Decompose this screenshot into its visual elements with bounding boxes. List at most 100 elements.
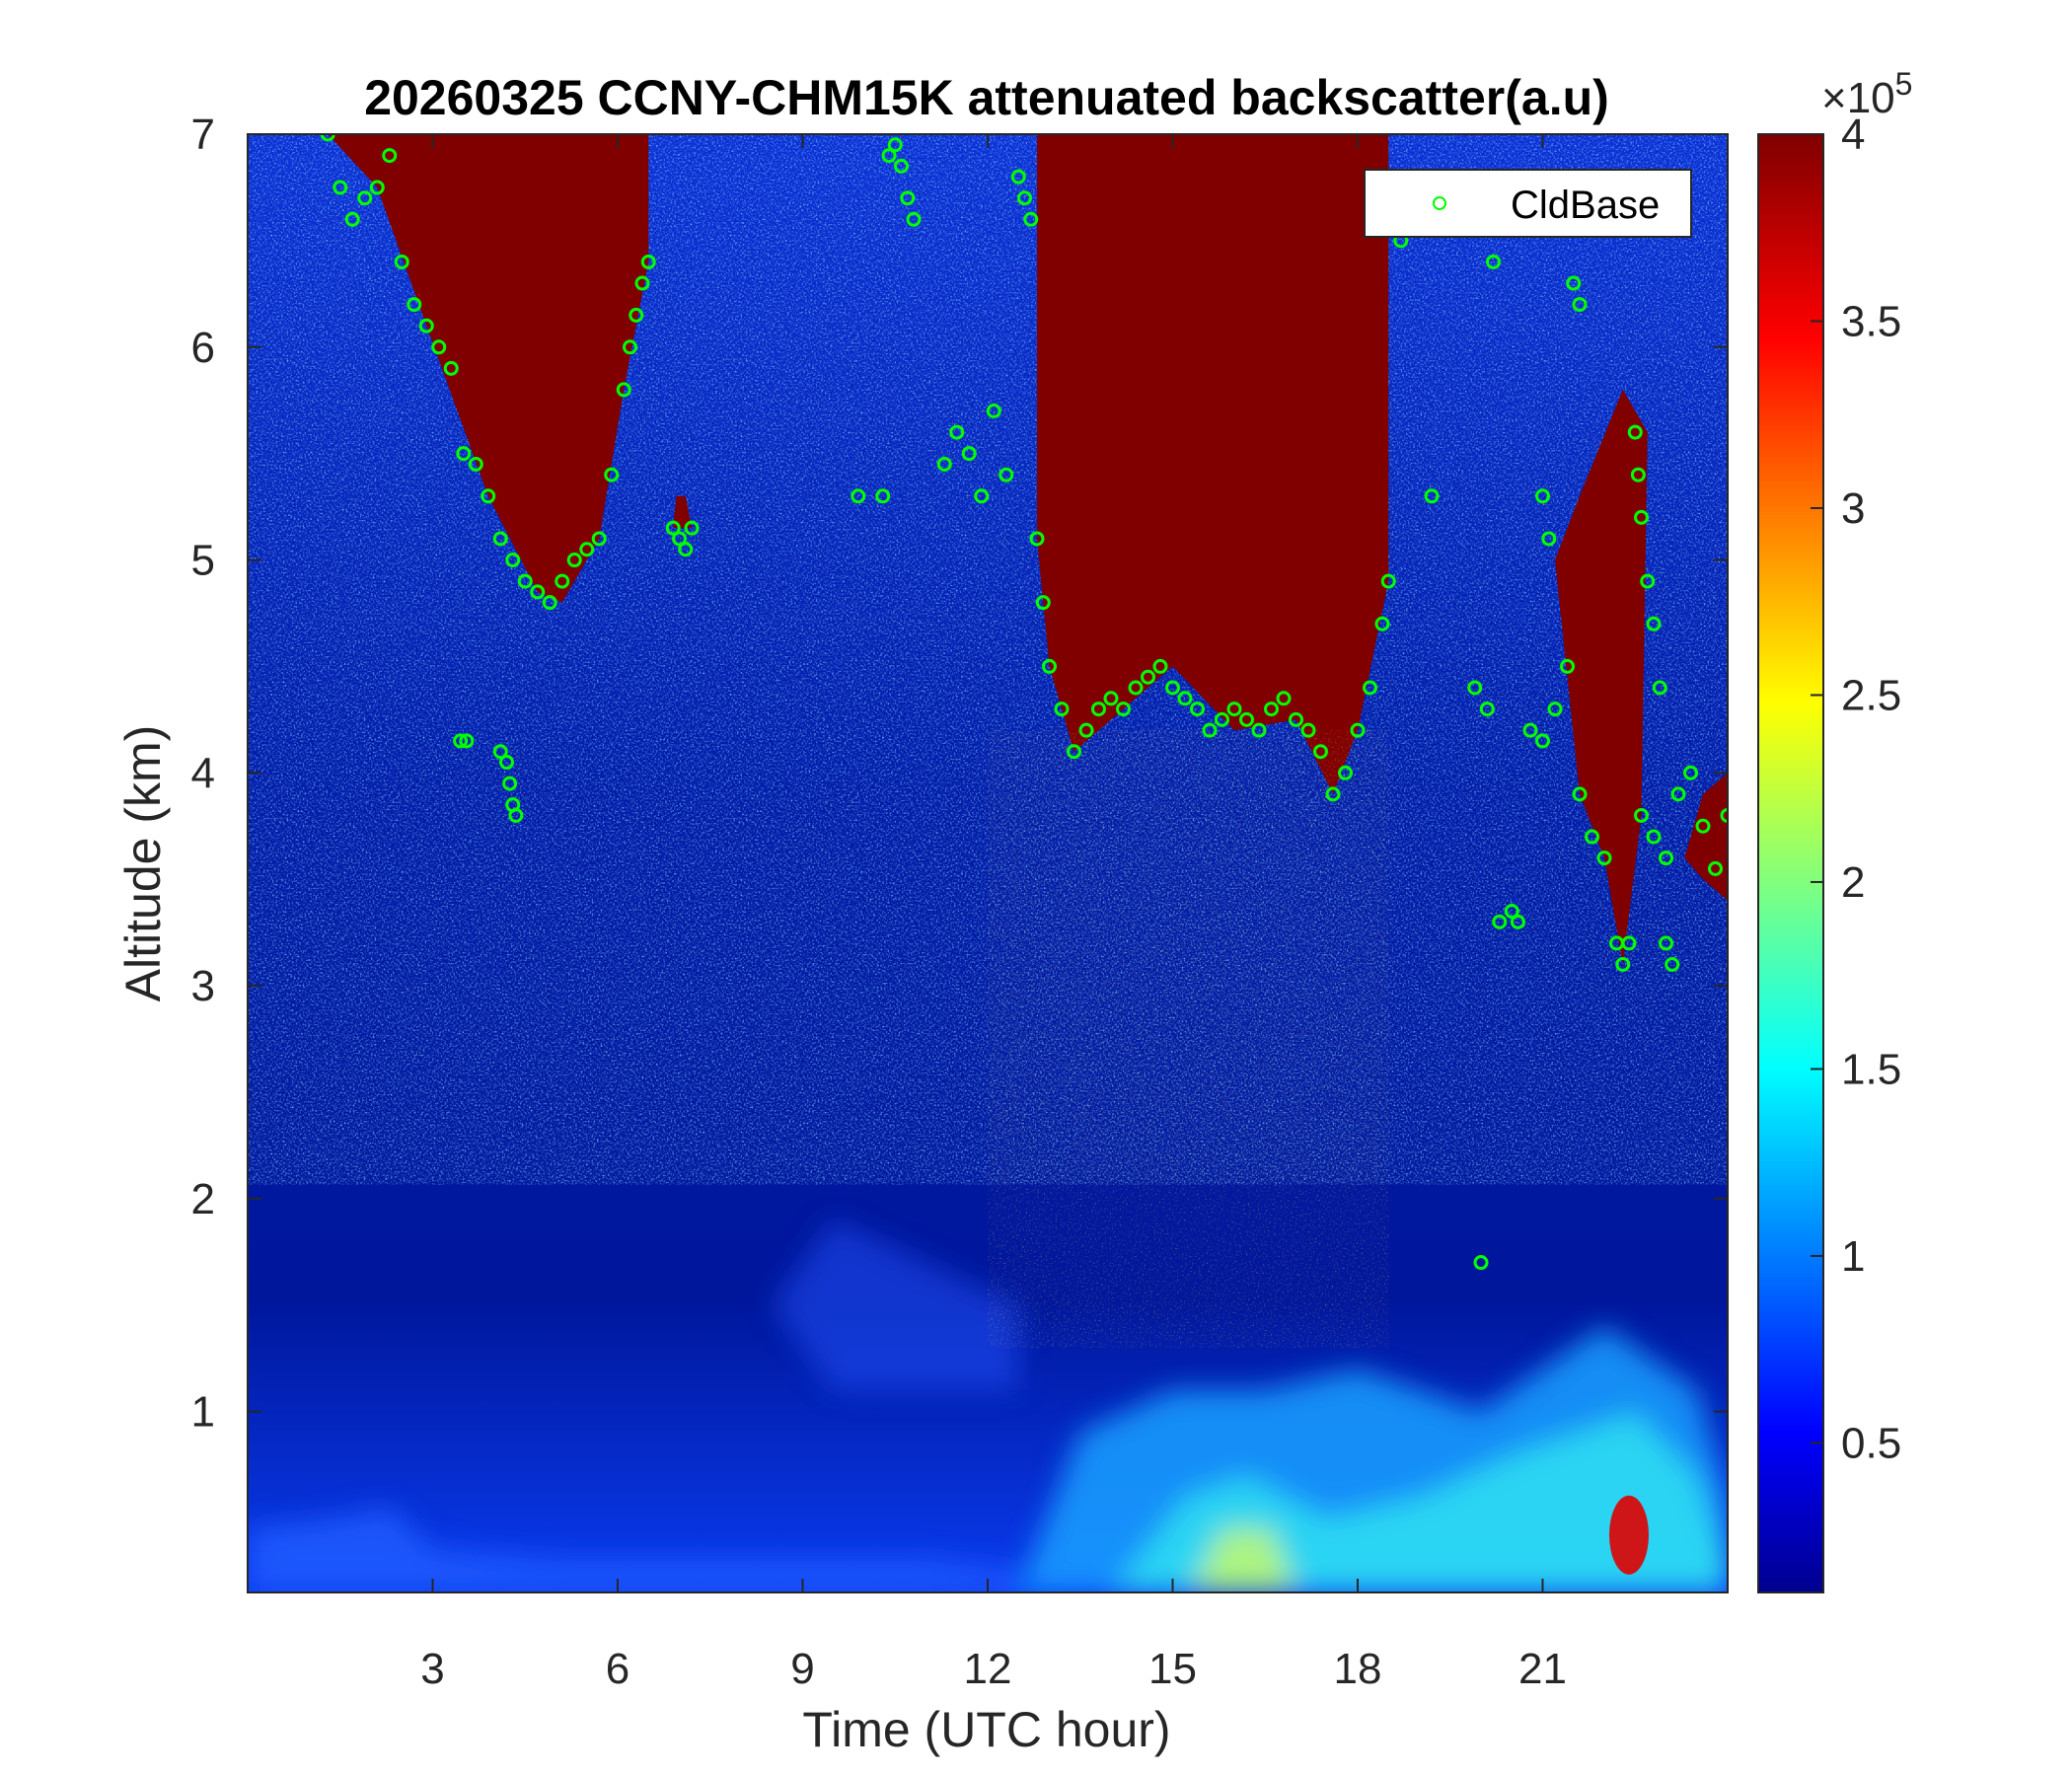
cldbase-point	[1572, 786, 1588, 802]
cldbase-point	[1054, 702, 1070, 717]
cldbase-point	[1325, 786, 1341, 802]
cldbase-point	[1103, 691, 1119, 706]
colorbar-exponent: ×105	[1821, 66, 1912, 122]
cldbase-point	[684, 520, 700, 536]
cldbase-point	[875, 488, 891, 504]
x-tick-label: 12	[964, 1645, 1012, 1693]
cldbase-point	[1215, 711, 1229, 727]
cldbase-point	[616, 382, 631, 398]
cldbase-point	[949, 424, 965, 440]
y-tick-label: 4	[191, 749, 215, 797]
cldbase-point	[1708, 860, 1723, 876]
legend-box	[1364, 169, 1692, 238]
cldbase-point	[986, 403, 1001, 418]
cldbase-point	[459, 733, 475, 749]
cldbase-point	[974, 488, 990, 504]
cldbase-point	[1659, 851, 1673, 866]
cldbase-point	[1504, 904, 1519, 920]
y-axis: 1 2 3 4 5 6 7	[191, 111, 1728, 1437]
x-axis: 3 6 9 12 15 18 21	[420, 134, 1567, 1693]
cldbase-point	[481, 488, 496, 504]
colorbar-tick-label: 1	[1841, 1232, 1865, 1281]
cldbase-point	[1627, 424, 1643, 440]
cldbase-point	[517, 573, 533, 589]
cldbase-point	[555, 573, 570, 589]
cldbase-point	[1615, 956, 1631, 972]
cldbase-point	[1695, 818, 1711, 834]
cldbase-point	[499, 755, 514, 771]
cldbase-point	[678, 542, 694, 557]
cloud-region	[328, 134, 649, 603]
cldbase-point	[1640, 573, 1656, 589]
cldbase-point	[456, 446, 472, 462]
cldbase-point	[382, 148, 398, 164]
cldbase-point	[672, 531, 687, 547]
x-tick-label: 21	[1518, 1645, 1567, 1693]
colorbar-ticks: 0.5 1 1.5 2 2.5 3 3.5 4	[1811, 111, 1901, 1467]
cloud-region	[673, 495, 692, 529]
colorbar-tick-label: 3	[1841, 484, 1865, 533]
cldbase-point	[1035, 595, 1051, 611]
colorbar-tick-label: 2.5	[1841, 671, 1901, 719]
cldbase-point	[1116, 702, 1131, 717]
legend: CldBase	[1364, 169, 1692, 238]
cldbase-point	[579, 542, 595, 557]
colorbar-tick-label: 2	[1841, 858, 1865, 907]
cldbase-point	[1190, 702, 1205, 717]
boundary-layer-patch	[772, 1220, 1019, 1391]
colorbar-frame	[1757, 133, 1824, 1593]
cloud-region	[1555, 389, 1648, 965]
cldbase-point	[505, 553, 521, 568]
cldbase-point	[492, 531, 508, 547]
cldbase-point	[1670, 786, 1686, 802]
cldbase-point	[508, 807, 524, 823]
cldbase-point	[542, 595, 557, 611]
cldbase-point	[453, 733, 469, 749]
cldbase-point	[1313, 744, 1328, 760]
cldbase-point	[851, 488, 866, 504]
legend-label-cldbase: CldBase	[1511, 184, 1660, 227]
chart-title: 20260325 CCNY-CHM15K attenuated backscat…	[364, 70, 1609, 125]
cldbase-point	[1665, 956, 1680, 972]
cldbase-point	[1572, 297, 1588, 313]
colorbar-gradient	[1758, 134, 1823, 1592]
cldbase-point	[1535, 733, 1550, 749]
cldbase-point	[468, 456, 483, 472]
cldbase-point	[1535, 488, 1550, 504]
cldbase-point	[999, 467, 1014, 482]
cldbase-point	[1177, 691, 1193, 706]
cldbase-point	[357, 190, 373, 206]
cldbase-point	[1541, 531, 1557, 547]
cldbase-point	[1128, 680, 1144, 696]
cldbase-point	[1078, 722, 1094, 738]
cldbase-point	[1522, 722, 1538, 738]
cloud-region	[1684, 773, 1728, 901]
cldbase-point	[492, 744, 508, 760]
cldbase-point	[1300, 722, 1316, 738]
boundary-layer-patch	[1191, 1528, 1296, 1592]
x-axis-title: Time (UTC hour)	[802, 1702, 1170, 1757]
cldbase-point	[431, 339, 447, 355]
y-tick-label: 3	[191, 962, 215, 1010]
cldbase-point	[623, 339, 637, 355]
cldbase-point	[1091, 702, 1106, 717]
cldbase-point	[1621, 935, 1637, 951]
cldbase-point	[1473, 1255, 1489, 1271]
cldbase-point	[1492, 914, 1508, 929]
cldbase-point	[604, 467, 620, 482]
cldbase-point	[1226, 702, 1242, 717]
cldbase-point	[1010, 169, 1026, 185]
y-tick-label: 5	[191, 537, 215, 585]
cldbase-point	[1630, 467, 1646, 482]
cldbase-point	[407, 297, 422, 313]
cldbase-point	[900, 190, 916, 206]
cldbase-point	[887, 137, 903, 153]
cldbase-series	[320, 134, 1728, 1271]
y-tick-label: 2	[191, 1175, 215, 1223]
cldbase-point	[1374, 616, 1390, 631]
cldbase-point	[894, 158, 909, 174]
cldbase-point	[1338, 765, 1353, 780]
cldbase-point	[1141, 669, 1155, 685]
cldbase-point	[1683, 765, 1698, 780]
